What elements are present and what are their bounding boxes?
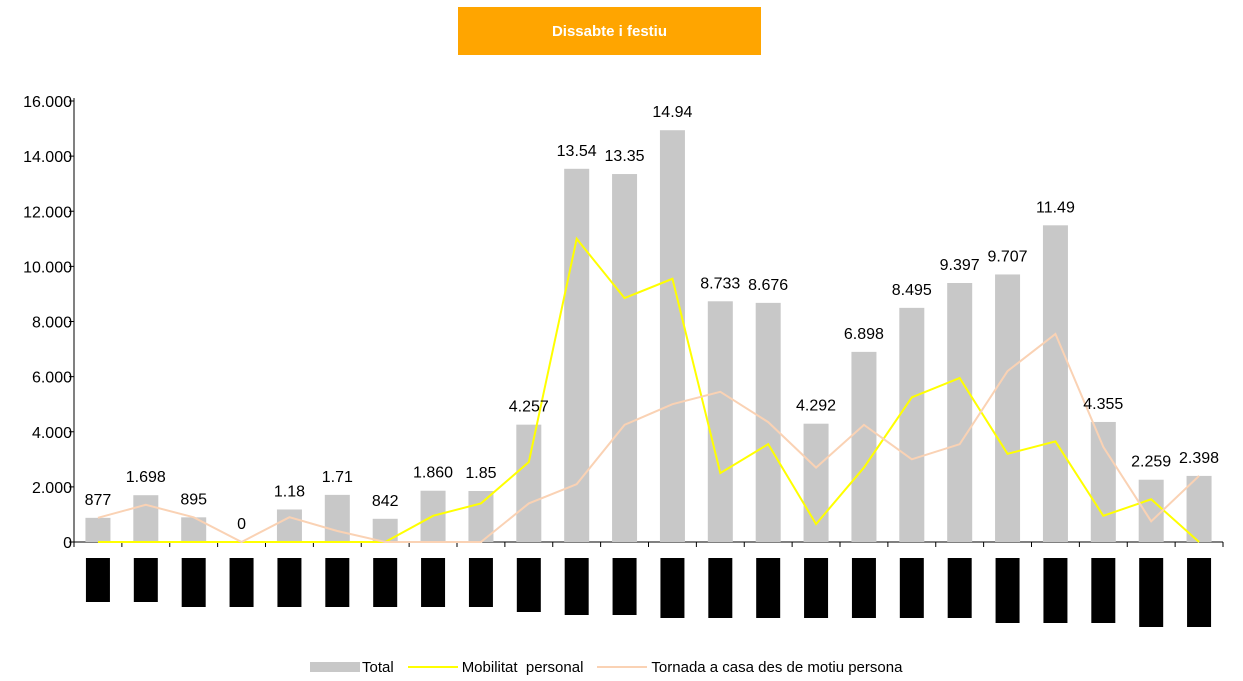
data-label: 2.398	[1179, 450, 1219, 467]
y-tick-label: 6.000	[32, 370, 72, 387]
category-marker	[1043, 558, 1067, 623]
category-marker	[565, 558, 589, 615]
bar	[373, 519, 398, 542]
bar	[516, 425, 541, 542]
category-marker	[996, 558, 1020, 623]
chart-plot: 0 2.000 4.000 6.000 8.000 10.000 12.000 14.000 1…	[0, 0, 1243, 650]
data-label: 13.54	[557, 143, 597, 160]
data-label: 9.397	[940, 257, 980, 274]
line-tornada-casa	[98, 334, 1199, 542]
category-marker	[373, 558, 397, 607]
y-tick-label: 2.000	[32, 480, 72, 497]
data-label: 6.898	[844, 326, 884, 343]
category-marker	[325, 558, 349, 607]
data-label: 1.860	[413, 465, 453, 482]
data-label: 0	[237, 516, 246, 533]
line-mobilitat-personal	[98, 239, 1199, 542]
data-label: 2.259	[1131, 454, 1171, 471]
category-marker	[277, 558, 301, 607]
bar	[708, 301, 733, 542]
data-label: 13.35	[605, 148, 645, 165]
category-marker	[804, 558, 828, 618]
data-label: 8.676	[748, 277, 788, 294]
y-tick-label: 16.000	[23, 94, 72, 111]
y-tick-label: 4.000	[32, 425, 72, 442]
y-tick-label: 10.000	[23, 259, 72, 276]
data-label: 4.292	[796, 398, 836, 415]
category-marker	[1139, 558, 1163, 627]
legend-swatch-total	[310, 662, 360, 672]
category-marker	[852, 558, 876, 618]
data-label: 11.49	[1036, 199, 1075, 216]
legend-item-total: Total	[310, 659, 394, 676]
bar	[277, 509, 302, 542]
bar	[947, 283, 972, 542]
bar	[564, 169, 589, 542]
data-label: 1.18	[274, 483, 305, 500]
legend-swatch-tornada	[597, 666, 647, 668]
bar	[325, 495, 350, 542]
data-label: 1.698	[126, 469, 166, 486]
y-tick-label: 0	[63, 535, 72, 552]
category-marker	[86, 558, 110, 602]
category-marker	[708, 558, 732, 618]
legend-item-mobilitat: Mobilitat personal	[408, 659, 584, 676]
data-label: 4.355	[1083, 396, 1123, 413]
category-marker	[182, 558, 206, 607]
bar	[133, 495, 158, 542]
bar	[660, 130, 685, 542]
category-marker	[613, 558, 637, 615]
data-label: 8.495	[892, 282, 932, 299]
bar	[1187, 476, 1212, 542]
category-marker	[421, 558, 445, 607]
category-marker	[660, 558, 684, 618]
y-tick-label: 12.000	[23, 204, 72, 221]
y-tick-label: 8.000	[32, 315, 72, 332]
legend-label-tornada: Tornada a casa des de motiu persona	[651, 659, 902, 676]
bar	[612, 174, 637, 542]
data-label: 14.94	[652, 104, 692, 121]
category-marker	[1187, 558, 1211, 627]
bar	[899, 308, 924, 542]
category-marker	[134, 558, 158, 602]
bar	[851, 352, 876, 542]
y-tick-label: 14.000	[23, 149, 72, 166]
legend-label-total: Total	[362, 659, 394, 676]
data-label: 1.85	[465, 465, 496, 482]
category-marker	[469, 558, 493, 607]
category-marker	[517, 558, 541, 612]
legend-label-mobilitat: Mobilitat personal	[462, 659, 584, 676]
data-label: 9.707	[988, 248, 1028, 265]
bar	[1139, 480, 1164, 542]
legend-swatch-mobilitat	[408, 666, 458, 668]
data-label: 895	[180, 491, 207, 508]
data-label: 877	[85, 492, 112, 509]
category-marker	[948, 558, 972, 618]
legend: Total Mobilitat personal Tornada a casa …	[310, 658, 916, 676]
bar	[995, 274, 1020, 542]
category-marker	[1091, 558, 1115, 623]
bar	[85, 518, 110, 542]
data-label: 4.257	[509, 399, 549, 416]
data-label: 8.733	[700, 275, 740, 292]
category-marker	[756, 558, 780, 618]
bar	[1043, 225, 1068, 542]
legend-item-tornada: Tornada a casa des de motiu persona	[597, 659, 902, 676]
category-marker	[900, 558, 924, 618]
bar	[1091, 422, 1116, 542]
data-label: 1.71	[322, 469, 353, 486]
data-label: 842	[372, 493, 399, 510]
category-marker	[230, 558, 254, 607]
